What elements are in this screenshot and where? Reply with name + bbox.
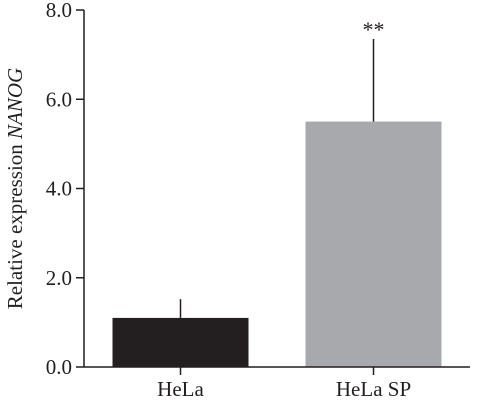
x-category-label: HeLa [157, 377, 204, 401]
y-tick-label: 8.0 [46, 0, 72, 22]
x-ticks-group: HeLa HeLa SP [157, 367, 411, 401]
y-tick-label: 2.0 [46, 266, 72, 290]
bar-0 [112, 317, 249, 367]
annotations-group: ** [363, 17, 385, 42]
bars-group [112, 121, 442, 367]
y-axis-label-prefix: Relative expression [3, 139, 27, 309]
y-tick-label: 4.0 [46, 177, 72, 201]
error-bars-group [179, 39, 375, 318]
significance-annotation: ** [363, 17, 385, 42]
y-ticks-group: 0.0 2.0 4.0 6.0 8.0 [46, 0, 84, 379]
y-axis-label: Relative expression NANOG [3, 68, 27, 309]
bar-1 [305, 121, 442, 367]
x-category-label: HeLa SP [336, 377, 411, 401]
y-axis-label-gene: NANOG [3, 68, 27, 140]
y-tick-label: 0.0 [46, 355, 72, 379]
y-tick-label: 6.0 [46, 87, 72, 111]
